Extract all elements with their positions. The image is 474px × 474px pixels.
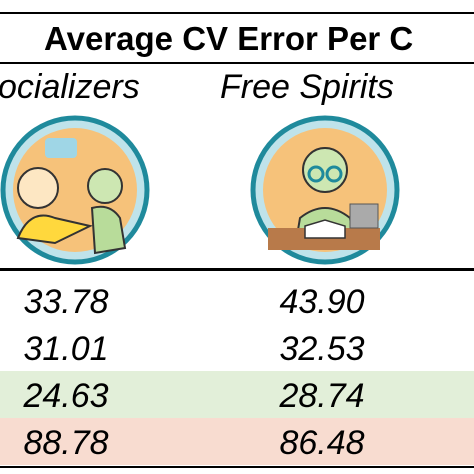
table-cell: 24.63 bbox=[23, 377, 109, 415]
socializers-icon bbox=[0, 115, 150, 265]
rule bbox=[0, 466, 474, 468]
table-row: 24.63 28.74 bbox=[0, 371, 474, 418]
table-cell: 32.53 bbox=[279, 330, 365, 368]
free-spirits-icon bbox=[250, 115, 400, 265]
rule bbox=[0, 62, 474, 64]
title: Average CV Error Per C bbox=[44, 20, 414, 57]
rule bbox=[0, 268, 474, 271]
table-cell: 33.78 bbox=[23, 283, 109, 321]
rule bbox=[0, 12, 474, 14]
table-cell: 31.01 bbox=[23, 330, 109, 368]
table-row: 33.78 43.90 bbox=[0, 277, 474, 324]
table-cell: 28.74 bbox=[279, 377, 365, 415]
column-header: ocializers bbox=[0, 68, 140, 106]
table-cell: 88.78 bbox=[23, 424, 109, 462]
table-cell: 86.48 bbox=[279, 424, 365, 462]
column-header: Free Spirits bbox=[220, 68, 394, 106]
icons bbox=[0, 115, 400, 265]
table-cell: 43.90 bbox=[279, 283, 365, 321]
table-row: 88.78 86.48 bbox=[0, 418, 474, 465]
table-row: 31.01 32.53 bbox=[0, 324, 474, 371]
